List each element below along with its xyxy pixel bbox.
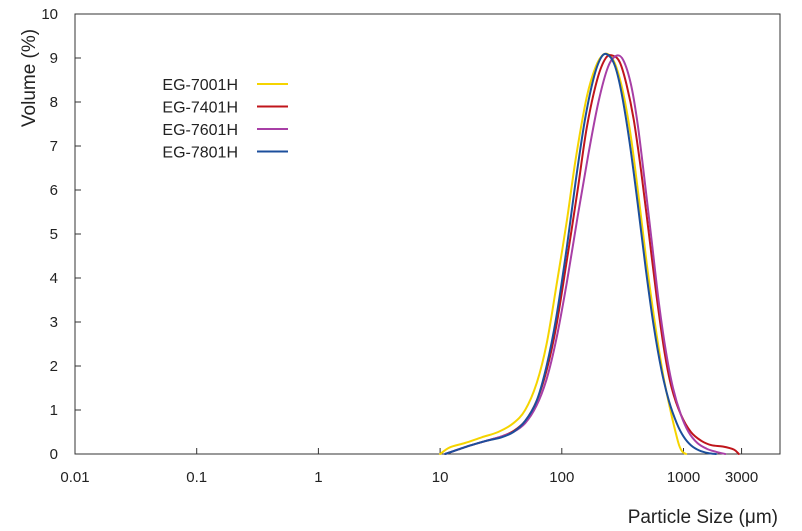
x-tick-label: 0.01: [60, 469, 89, 486]
y-axis: 0 1 2 3 4 5 6 7 8 9 10: [41, 6, 81, 463]
y-tick-label: 1: [50, 402, 58, 419]
legend-label: EG-7001H: [162, 77, 238, 94]
x-tick-label: 1: [314, 469, 322, 486]
legend-label: EG-7801H: [162, 145, 238, 162]
y-tick-label: 2: [50, 358, 58, 375]
x-tick-label: 1000: [667, 469, 700, 486]
legend-label: EG-7601H: [162, 122, 238, 139]
y-tick-label: 0: [50, 446, 58, 463]
series-line-eg-7001h: [439, 52, 688, 455]
x-tick-label: 0.1: [186, 469, 207, 486]
legend-label: EG-7401H: [162, 100, 238, 117]
y-tick-label: 9: [50, 50, 58, 67]
y-tick-label: 7: [50, 138, 58, 155]
y-tick-label: 5: [50, 226, 58, 243]
y-axis-title: Volume (%): [19, 29, 40, 127]
x-axis-title: Particle Size (μm): [628, 507, 778, 528]
y-tick-label: 8: [50, 94, 58, 111]
y-tick-label: 3: [50, 314, 58, 331]
y-tick-label: 6: [50, 182, 58, 199]
y-tick-label: 10: [41, 6, 58, 23]
x-tick-label: 100: [549, 469, 574, 486]
x-axis: 0.01 0.1 1 10 100 1000 3000: [60, 448, 758, 486]
series-layer: [439, 52, 740, 455]
legend: EG-7001H EG-7401H EG-7601H EG-7801H: [162, 77, 288, 162]
x-tick-label: 10: [432, 469, 449, 486]
y-tick-label: 4: [50, 270, 58, 287]
x-tick-label: 3000: [725, 469, 758, 486]
series-line-eg-7801h: [444, 52, 718, 455]
series-line-eg-7401h: [444, 54, 740, 455]
